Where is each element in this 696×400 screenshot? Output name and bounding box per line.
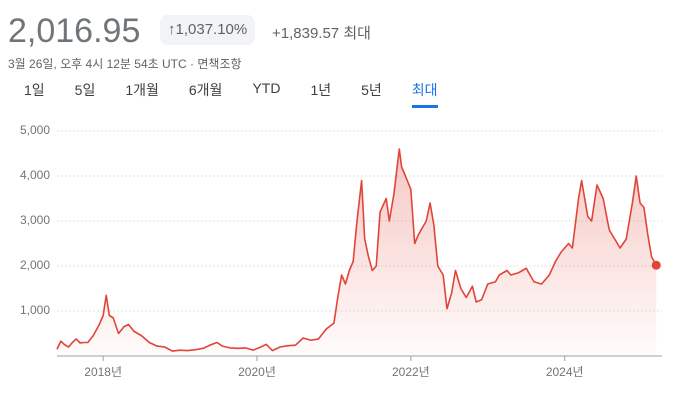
tab[interactable]: 5일 — [74, 82, 96, 98]
tabs: 1일 5일 1개월 6개월 YTD 1년 5년 최대 — [24, 80, 438, 108]
y-tick-label: 4,000 — [20, 168, 50, 182]
y-tick-label: 1,000 — [20, 303, 50, 317]
tab[interactable]: 6개월 — [188, 82, 223, 98]
separator: · — [190, 57, 195, 71]
tab[interactable]: YTD — [252, 80, 281, 96]
area — [57, 149, 657, 356]
change-badge: ↑1,037.10% — [160, 15, 256, 45]
timestamp: 3월 26일, 오후 4시 12분 54초 UTC — [8, 57, 187, 71]
change-percent: 1,037.10% — [175, 21, 248, 38]
y-tick-label: 3,000 — [20, 213, 50, 227]
price: 2,016.95 — [8, 12, 141, 50]
x-tick-label: 2022년 — [392, 365, 430, 379]
x-tick-label: 2018년 — [84, 365, 122, 379]
y-tick-label: 5,000 — [20, 123, 50, 137]
period: 최대 — [343, 25, 371, 42]
line — [56, 148, 657, 352]
end-point — [651, 260, 661, 270]
tab[interactable]: 1일 — [24, 82, 45, 98]
y-tick-label: 2,000 — [20, 258, 50, 272]
x-tick-label: 2020년 — [238, 365, 276, 379]
tab[interactable]: 최대 — [411, 80, 438, 108]
tab[interactable]: 5년 — [361, 82, 382, 98]
tab[interactable]: 1개월 — [125, 82, 159, 98]
x-tick-label: 2024년 — [546, 365, 584, 379]
tab[interactable]: 1년 — [310, 82, 332, 98]
disclaimer[interactable]: 면책조항 — [197, 57, 242, 71]
timestamp-line: 3월 26일, 오후 4시 12분 54초 UTC · 면책조항 — [8, 55, 242, 72]
change: +1,839.57 최대 — [272, 22, 371, 43]
change-abs: +1,839.57 — [272, 25, 340, 42]
